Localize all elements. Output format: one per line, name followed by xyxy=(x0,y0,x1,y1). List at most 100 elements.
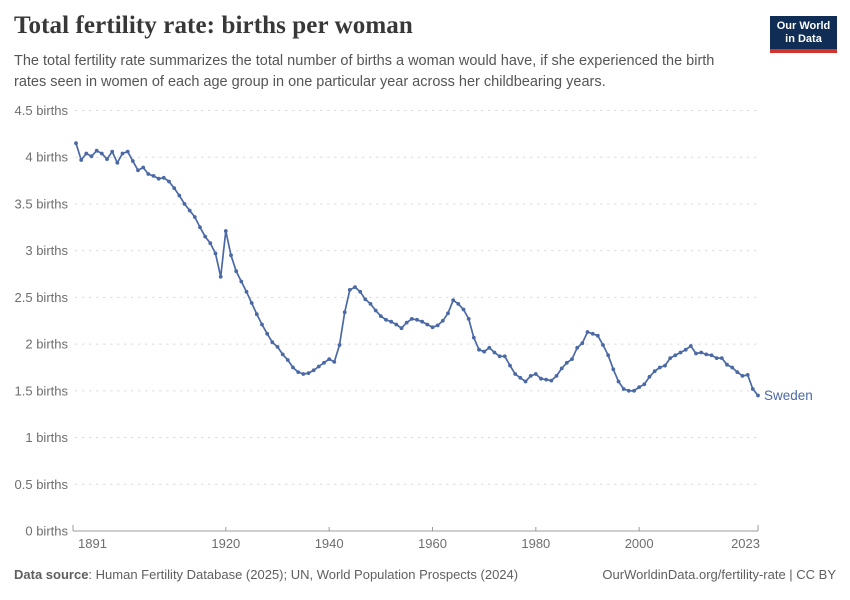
data-point[interactable] xyxy=(337,343,342,347)
data-point[interactable] xyxy=(94,148,99,153)
data-point[interactable] xyxy=(187,208,192,213)
data-point[interactable] xyxy=(554,374,559,378)
data-point[interactable] xyxy=(616,379,621,384)
data-point[interactable] xyxy=(198,225,202,230)
data-point[interactable] xyxy=(694,351,698,356)
data-point[interactable] xyxy=(275,345,280,349)
data-point[interactable] xyxy=(84,151,89,156)
data-point[interactable] xyxy=(451,298,456,303)
data-point[interactable] xyxy=(327,357,332,361)
data-point[interactable] xyxy=(105,157,109,162)
data-point[interactable] xyxy=(420,319,425,324)
data-point[interactable] xyxy=(254,312,259,317)
data-point[interactable] xyxy=(358,289,363,294)
data-point[interactable] xyxy=(745,373,750,377)
data-point[interactable] xyxy=(404,320,409,325)
data-point[interactable] xyxy=(120,151,125,156)
data-point[interactable] xyxy=(306,371,311,375)
data-point[interactable] xyxy=(663,363,667,368)
data-point[interactable] xyxy=(177,193,182,198)
data-point[interactable] xyxy=(508,363,512,368)
data-point[interactable] xyxy=(363,297,368,302)
data-point[interactable] xyxy=(678,350,683,355)
data-point[interactable] xyxy=(389,319,394,324)
data-point[interactable] xyxy=(301,372,306,376)
data-point[interactable] xyxy=(668,356,673,360)
data-point[interactable] xyxy=(213,251,218,256)
data-point[interactable] xyxy=(322,360,326,365)
data-point[interactable] xyxy=(161,175,166,180)
data-point[interactable] xyxy=(528,374,533,378)
data-point[interactable] xyxy=(172,186,177,191)
data-point[interactable] xyxy=(311,368,316,373)
data-point[interactable] xyxy=(683,347,688,352)
data-point[interactable] xyxy=(203,234,208,239)
data-point[interactable] xyxy=(642,382,647,387)
data-point[interactable] xyxy=(182,202,187,206)
data-point[interactable] xyxy=(399,326,404,331)
footer-link[interactable]: OurWorldinData.org/fertility-rate | CC B… xyxy=(602,567,836,582)
data-point[interactable] xyxy=(99,151,104,156)
data-point[interactable] xyxy=(487,345,492,350)
data-point[interactable] xyxy=(714,356,719,360)
data-point[interactable] xyxy=(347,288,352,292)
data-point[interactable] xyxy=(497,354,502,359)
data-point[interactable] xyxy=(218,274,223,279)
data-point[interactable] xyxy=(151,174,156,178)
data-point[interactable] xyxy=(234,269,239,274)
data-point[interactable] xyxy=(539,376,543,381)
data-point[interactable] xyxy=(590,331,595,336)
data-point[interactable] xyxy=(296,370,301,374)
data-point[interactable] xyxy=(167,179,171,184)
data-point[interactable] xyxy=(637,385,642,389)
owid-logo[interactable]: Our World in Data xyxy=(770,16,837,53)
data-point[interactable] xyxy=(477,347,481,352)
data-point[interactable] xyxy=(699,350,704,355)
data-point[interactable] xyxy=(156,176,161,181)
data-point[interactable] xyxy=(249,301,254,305)
data-point[interactable] xyxy=(580,341,585,346)
data-point[interactable] xyxy=(533,372,538,376)
data-point[interactable] xyxy=(353,285,357,289)
data-point[interactable] xyxy=(735,370,740,374)
data-point[interactable] xyxy=(513,372,518,376)
data-point[interactable] xyxy=(549,378,554,383)
data-point[interactable] xyxy=(456,302,461,306)
data-point[interactable] xyxy=(446,311,450,316)
data-point[interactable] xyxy=(750,387,755,391)
data-point[interactable] xyxy=(229,253,233,258)
data-point[interactable] xyxy=(89,154,94,159)
data-point[interactable] xyxy=(110,149,115,154)
data-point[interactable] xyxy=(409,317,414,321)
data-point[interactable] xyxy=(368,302,373,306)
data-point[interactable] xyxy=(223,229,228,233)
data-point[interactable] xyxy=(430,325,435,330)
data-point[interactable] xyxy=(492,350,497,355)
data-point[interactable] xyxy=(125,149,130,154)
data-point[interactable] xyxy=(626,388,631,393)
data-point[interactable] xyxy=(394,322,399,327)
data-point[interactable] xyxy=(570,357,574,361)
data-point[interactable] xyxy=(378,314,383,318)
data-point[interactable] xyxy=(709,353,714,358)
data-point[interactable] xyxy=(688,344,693,348)
data-point[interactable] xyxy=(575,345,580,350)
data-point[interactable] xyxy=(740,374,745,378)
data-point[interactable] xyxy=(332,360,337,364)
data-point[interactable] xyxy=(316,364,321,369)
data-point[interactable] xyxy=(461,307,466,312)
data-point[interactable] xyxy=(611,367,616,372)
data-point[interactable] xyxy=(502,354,507,359)
data-point[interactable] xyxy=(425,322,430,327)
data-point[interactable] xyxy=(466,317,471,321)
data-point[interactable] xyxy=(208,241,213,246)
data-point[interactable] xyxy=(647,374,652,379)
data-point[interactable] xyxy=(632,388,636,393)
data-point[interactable] xyxy=(136,168,140,173)
data-point[interactable] xyxy=(415,317,419,322)
series-end-label[interactable]: Sweden xyxy=(764,388,813,403)
data-point[interactable] xyxy=(559,366,564,371)
data-point[interactable] xyxy=(564,360,569,365)
data-point[interactable] xyxy=(673,353,678,358)
